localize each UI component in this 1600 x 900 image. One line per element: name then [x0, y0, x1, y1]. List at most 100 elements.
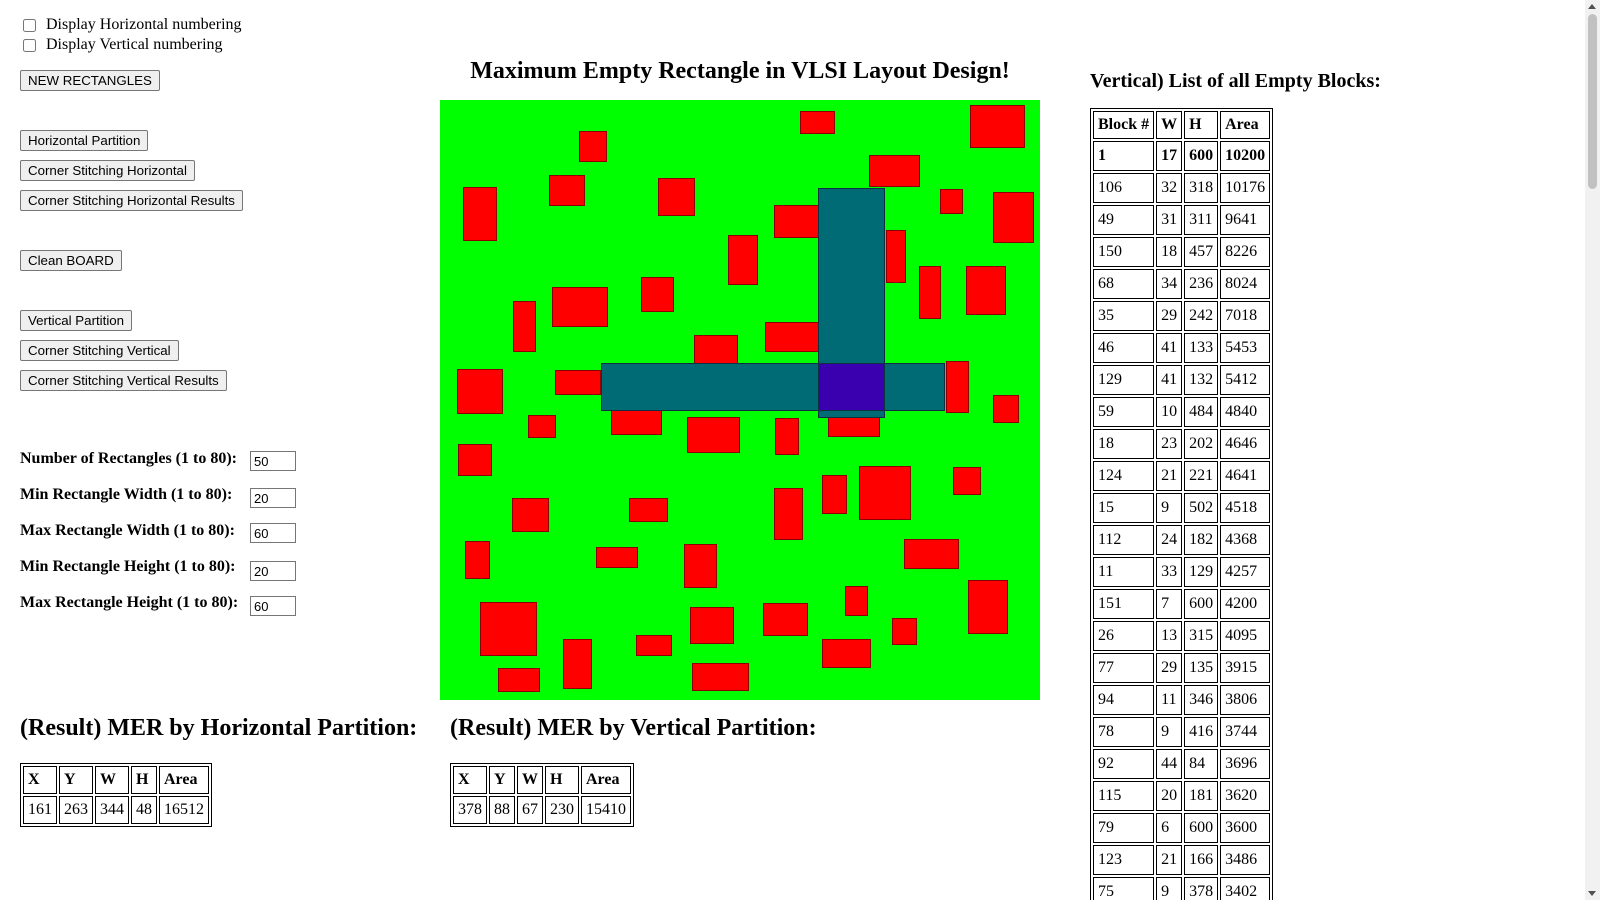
table-row: 150 18 457 8226 — [1093, 237, 1271, 267]
cell-block-number: 94 — [1093, 685, 1155, 715]
table-row: 75 9 378 3402 — [1093, 877, 1271, 900]
cell-area: 4518 — [1220, 493, 1271, 523]
col-x-header: X — [453, 766, 487, 794]
occupied-block — [684, 544, 717, 588]
cell-area: 8024 — [1220, 269, 1271, 299]
cell-w: 32 — [1156, 173, 1183, 203]
cell-block-number: 123 — [1093, 845, 1155, 875]
cell-h: 484 — [1184, 397, 1219, 427]
cell-h: 132 — [1184, 365, 1219, 395]
table-row: 26 13 315 4095 — [1093, 621, 1271, 651]
table-row: 35 29 242 7018 — [1093, 301, 1271, 331]
vertical-numbering-option[interactable]: Display Vertical numbering — [20, 36, 223, 54]
cell-w: 6 — [1156, 813, 1183, 843]
cell-h: 318 — [1184, 173, 1219, 203]
table-row: 18 23 202 4646 — [1093, 429, 1271, 459]
new-rectangles-button[interactable]: NEW RECTANGLES — [20, 70, 160, 91]
occupied-block — [765, 322, 820, 352]
cell-h: 166 — [1184, 845, 1219, 875]
col-h-header: H — [545, 766, 579, 794]
num-rectangles-label: Number of Rectangles (1 to 80): — [20, 450, 237, 467]
corner-stitching-horizontal-results-button[interactable]: Corner Stitching Horizontal Results — [20, 190, 243, 211]
occupied-block — [629, 498, 668, 522]
cell-h: 182 — [1184, 525, 1219, 555]
table-row: 123 21 166 3486 — [1093, 845, 1271, 875]
cell-w: 17 — [1156, 141, 1183, 171]
occupied-block — [869, 155, 920, 187]
num-rectangles-input[interactable] — [250, 451, 296, 471]
corner-stitching-horizontal-button[interactable]: Corner Stitching Horizontal — [20, 160, 195, 181]
cell-area: 3402 — [1220, 877, 1271, 900]
table-row: 378 88 67 230 15410 — [453, 796, 631, 824]
cell-h: 202 — [1184, 429, 1219, 459]
min-width-input[interactable] — [250, 488, 296, 508]
cell-y: 88 — [489, 796, 515, 824]
vertical-numbering-checkbox[interactable] — [23, 38, 36, 52]
horizontal-numbering-checkbox[interactable] — [23, 18, 36, 32]
cell-area: 3620 — [1220, 781, 1271, 811]
occupied-block — [993, 395, 1019, 423]
occupied-block — [687, 417, 740, 453]
cell-w: 11 — [1156, 685, 1183, 715]
cell-area: 3744 — [1220, 717, 1271, 747]
cell-h: 346 — [1184, 685, 1219, 715]
table-row: 129 41 132 5412 — [1093, 365, 1271, 395]
scroll-up-icon[interactable] — [1588, 4, 1596, 9]
occupied-block — [480, 602, 537, 656]
cell-block-number: 15 — [1093, 493, 1155, 523]
cell-w: 29 — [1156, 301, 1183, 331]
occupied-block — [498, 668, 540, 692]
horizontal-numbering-option[interactable]: Display Horizontal numbering — [20, 16, 242, 34]
cell-w: 29 — [1156, 653, 1183, 683]
scrollbar-thumb[interactable] — [1588, 14, 1597, 189]
cell-area: 4840 — [1220, 397, 1271, 427]
table-row: 46 41 133 5453 — [1093, 333, 1271, 363]
cell-area: 5453 — [1220, 333, 1271, 363]
cell-block-number: 150 — [1093, 237, 1155, 267]
cell-area: 3696 — [1220, 749, 1271, 779]
layout-board[interactable] — [440, 100, 1040, 700]
table-header-row: X Y W H Area — [23, 766, 209, 794]
horizontal-partition-button[interactable]: Horizontal Partition — [20, 130, 149, 151]
table-row: 11 33 129 4257 — [1093, 557, 1271, 587]
max-height-input[interactable] — [250, 596, 296, 616]
cell-block-number: 129 — [1093, 365, 1155, 395]
cell-area: 3915 — [1220, 653, 1271, 683]
occupied-block — [953, 467, 981, 495]
max-width-input[interactable] — [250, 523, 296, 543]
cell-w: 67 — [517, 796, 543, 824]
cell-h: 84 — [1184, 749, 1219, 779]
cell-block-number: 59 — [1093, 397, 1155, 427]
cell-area: 9641 — [1220, 205, 1271, 235]
cell-h: 133 — [1184, 333, 1219, 363]
cell-w: 9 — [1156, 717, 1183, 747]
occupied-block — [775, 418, 799, 455]
cell-block-number: 1 — [1093, 141, 1155, 171]
cell-w: 7 — [1156, 589, 1183, 619]
table-row: 79 6 600 3600 — [1093, 813, 1271, 843]
clean-board-button[interactable]: Clean BOARD — [20, 250, 122, 271]
cell-w: 44 — [1156, 749, 1183, 779]
cell-block-number: 112 — [1093, 525, 1155, 555]
page-scrollbar[interactable] — [1585, 0, 1600, 900]
cell-w: 9 — [1156, 877, 1183, 900]
min-height-input[interactable] — [250, 561, 296, 581]
cell-w: 41 — [1156, 333, 1183, 363]
cell-h: 311 — [1184, 205, 1219, 235]
table-row: 161 263 344 48 16512 — [23, 796, 209, 824]
cell-block-number: 46 — [1093, 333, 1155, 363]
table-row: 92 44 84 3696 — [1093, 749, 1271, 779]
corner-stitching-vertical-button[interactable]: Corner Stitching Vertical — [20, 340, 179, 361]
occupied-block — [692, 663, 749, 691]
cell-block-number: 124 — [1093, 461, 1155, 491]
table-row: 49 31 311 9641 — [1093, 205, 1271, 235]
scroll-down-icon[interactable] — [1588, 891, 1596, 896]
occupied-block — [800, 111, 835, 134]
corner-stitching-vertical-results-button[interactable]: Corner Stitching Vertical Results — [20, 370, 227, 391]
occupied-block — [555, 370, 601, 395]
min-width-label: Min Rectangle Width (1 to 80): — [20, 486, 233, 503]
occupied-block — [513, 301, 536, 352]
vertical-partition-button[interactable]: Vertical Partition — [20, 310, 133, 331]
table-row: 106 32 318 10176 — [1093, 173, 1271, 203]
col-block-header: Block # — [1093, 111, 1155, 139]
